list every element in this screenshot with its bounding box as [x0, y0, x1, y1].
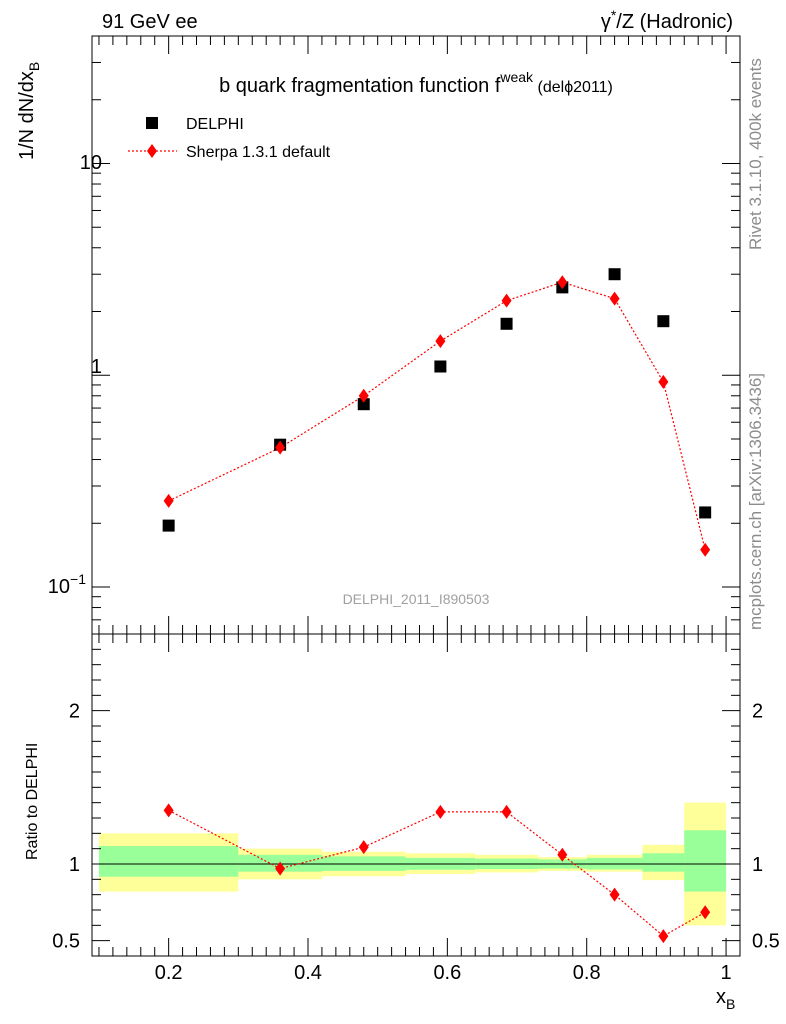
delphi-point — [434, 360, 447, 373]
ratio-band-inner — [642, 853, 685, 872]
ratio-point — [609, 887, 620, 902]
ratio-line — [168, 809, 706, 937]
delphi-point — [699, 506, 712, 519]
sherpa-point — [501, 293, 512, 308]
x-tick-label: 1 — [721, 962, 732, 984]
delphi-point — [162, 519, 175, 532]
sherpa-point — [163, 493, 174, 508]
ratio-y-tick-label-right: 0.5 — [752, 931, 780, 953]
ratio-y-axis-label: Ratio to DELPHI — [24, 743, 41, 860]
ratio-y-tick-label-right: 2 — [752, 701, 763, 723]
x-tick-label: 0.6 — [433, 962, 461, 984]
legend-sherpa-label: Sherpa 1.3.1 default — [186, 144, 331, 161]
rivet-label: Rivet 3.1.10, 400k events — [746, 58, 765, 250]
ratio-point — [501, 804, 512, 819]
x-tick-label: 0.2 — [155, 962, 183, 984]
sherpa-point — [275, 440, 286, 455]
ratio-y-tick-label-left: 2 — [69, 701, 80, 723]
ratio-point — [557, 847, 568, 862]
main-y-axis-label: 1/N dN/dxB — [16, 62, 42, 160]
sherpa-line — [168, 281, 706, 550]
main-plot-panel: b quark fragmentation function fweak (de… — [16, 35, 741, 635]
main-x-ticks — [98, 36, 741, 634]
delphi-point — [357, 398, 370, 411]
ratio-point — [163, 803, 174, 818]
ratio-y-tick-label-right: 1 — [752, 854, 763, 876]
ratio-ticks: 0.2 0.4 0.6 0.8 1 0.5 0.5 1 1 2 2 — [52, 633, 780, 984]
ratio-band-inner — [98, 846, 239, 877]
delphi-point — [608, 268, 621, 281]
sherpa-point — [557, 275, 568, 290]
ratio-point — [700, 905, 711, 920]
delphi-point — [657, 315, 670, 328]
ratio-band-inner — [684, 830, 727, 892]
sherpa-point — [658, 374, 669, 389]
legend-delphi-label: DELPHI — [186, 116, 244, 133]
ratio-series-line — [168, 809, 706, 937]
ratio-plot-frame — [91, 633, 741, 957]
sherpa-point — [609, 291, 620, 306]
ratio-y-tick-label-left: 1 — [69, 854, 80, 876]
delphi-point — [500, 317, 513, 330]
sherpa-point — [435, 334, 446, 349]
main-data-points — [162, 268, 712, 557]
y-tick-label-10: 10 — [80, 152, 102, 174]
ratio-point — [358, 840, 369, 855]
main-y-ticks — [92, 35, 740, 635]
header-left: 91 GeV ee — [102, 11, 198, 33]
y-tick-label-1: 1 — [91, 356, 102, 378]
plot-title: b quark fragmentation function fweak (de… — [219, 69, 613, 97]
ratio-point — [435, 804, 446, 819]
analysis-watermark: DELPHI_2011_I890503 — [343, 591, 490, 607]
sherpa-point — [700, 542, 711, 557]
ratio-plot-panel: 0.2 0.4 0.6 0.8 10.5 0.51 12 2 Ratio to DELPHI … — [24, 633, 780, 1012]
y-tick-label-0.1: 10−1 — [48, 571, 86, 598]
ratio-point — [658, 929, 669, 944]
ratio-point — [275, 861, 286, 876]
sherpa-series-line — [168, 281, 706, 550]
x-axis-label: xB — [716, 986, 735, 1012]
x-tick-label: 0.4 — [294, 962, 322, 984]
mcplots-label: mcplots.cern.ch [arXiv:1306.3436] — [746, 373, 765, 630]
legend-delphi-marker — [146, 117, 158, 129]
x-tick-label: 0.8 — [573, 962, 601, 984]
sherpa-point — [358, 388, 369, 403]
ratio-y-tick-label-left: 0.5 — [52, 931, 80, 953]
legend: DELPHI Sherpa 1.3.1 default — [128, 116, 331, 161]
ratio-data-points — [163, 803, 711, 944]
header-right: γ*/Z (Hadronic) — [601, 7, 733, 33]
legend-sherpa-marker — [147, 144, 157, 158]
